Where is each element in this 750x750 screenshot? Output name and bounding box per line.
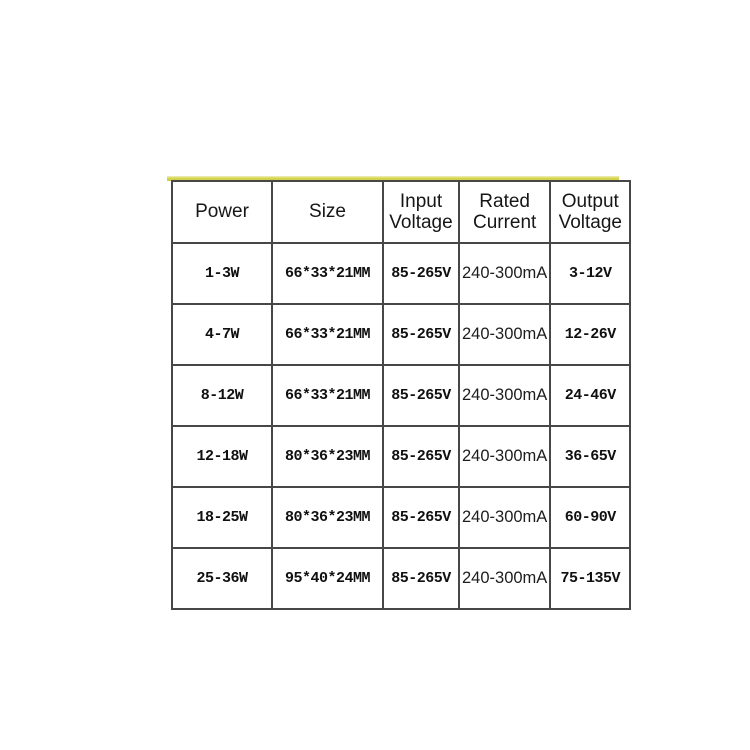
table-cell: 25-36W <box>171 547 273 610</box>
table-cell: 240-300mA <box>457 486 552 549</box>
table-cell: 4-7W <box>171 303 273 366</box>
header-cell-input-voltage: Input Voltage <box>382 180 460 244</box>
header-cell-size: Size <box>271 180 384 244</box>
table-cell: 240-300mA <box>457 547 552 610</box>
table-cell: 1-3W <box>171 242 273 305</box>
table-header-row: Power Size Input Voltage Rated Current O… <box>171 180 632 244</box>
table-cell: 85-265V <box>382 303 460 366</box>
table-cell: 60-90V <box>549 486 632 549</box>
table-cell: 8-12W <box>171 364 273 427</box>
header-cell-output-voltage: Output Voltage <box>549 180 632 244</box>
table-cell: 66*33*21MM <box>271 242 384 305</box>
table-cell: 240-300mA <box>457 425 552 488</box>
table-row: 8-12W 66*33*21MM 85-265V 240-300mA 24-46… <box>171 364 632 427</box>
table-cell: 66*33*21MM <box>271 303 384 366</box>
table-cell: 85-265V <box>382 486 460 549</box>
table-cell: 12-26V <box>549 303 632 366</box>
table-cell: 85-265V <box>382 364 460 427</box>
table-cell: 240-300mA <box>457 303 552 366</box>
table-cell: 75-135V <box>549 547 632 610</box>
table-row: 4-7W 66*33*21MM 85-265V 240-300mA 12-26V <box>171 303 632 366</box>
header-cell-rated-current: Rated Current <box>457 180 552 244</box>
table-cell: 85-265V <box>382 547 460 610</box>
table-row: 1-3W 66*33*21MM 85-265V 240-300mA 3-12V <box>171 242 632 305</box>
yellow-accent-strip <box>167 176 619 181</box>
table-cell: 85-265V <box>382 425 460 488</box>
table-row: 12-18W 80*36*23MM 85-265V 240-300mA 36-6… <box>171 425 632 488</box>
table-cell: 80*36*23MM <box>271 486 384 549</box>
table-cell: 85-265V <box>382 242 460 305</box>
table-cell: 24-46V <box>549 364 632 427</box>
table-cell: 3-12V <box>549 242 632 305</box>
table-row: 25-36W 95*40*24MM 85-265V 240-300mA 75-1… <box>171 547 632 610</box>
table-row: 18-25W 80*36*23MM 85-265V 240-300mA 60-9… <box>171 486 632 549</box>
table-cell: 36-65V <box>549 425 632 488</box>
specification-table: Power Size Input Voltage Rated Current O… <box>171 180 632 610</box>
table-cell: 80*36*23MM <box>271 425 384 488</box>
table-cell: 95*40*24MM <box>271 547 384 610</box>
table-cell: 240-300mA <box>457 364 552 427</box>
table-cell: 240-300mA <box>457 242 552 305</box>
table-cell: 12-18W <box>171 425 273 488</box>
table-cell: 66*33*21MM <box>271 364 384 427</box>
table-cell: 18-25W <box>171 486 273 549</box>
header-cell-power: Power <box>171 180 273 244</box>
